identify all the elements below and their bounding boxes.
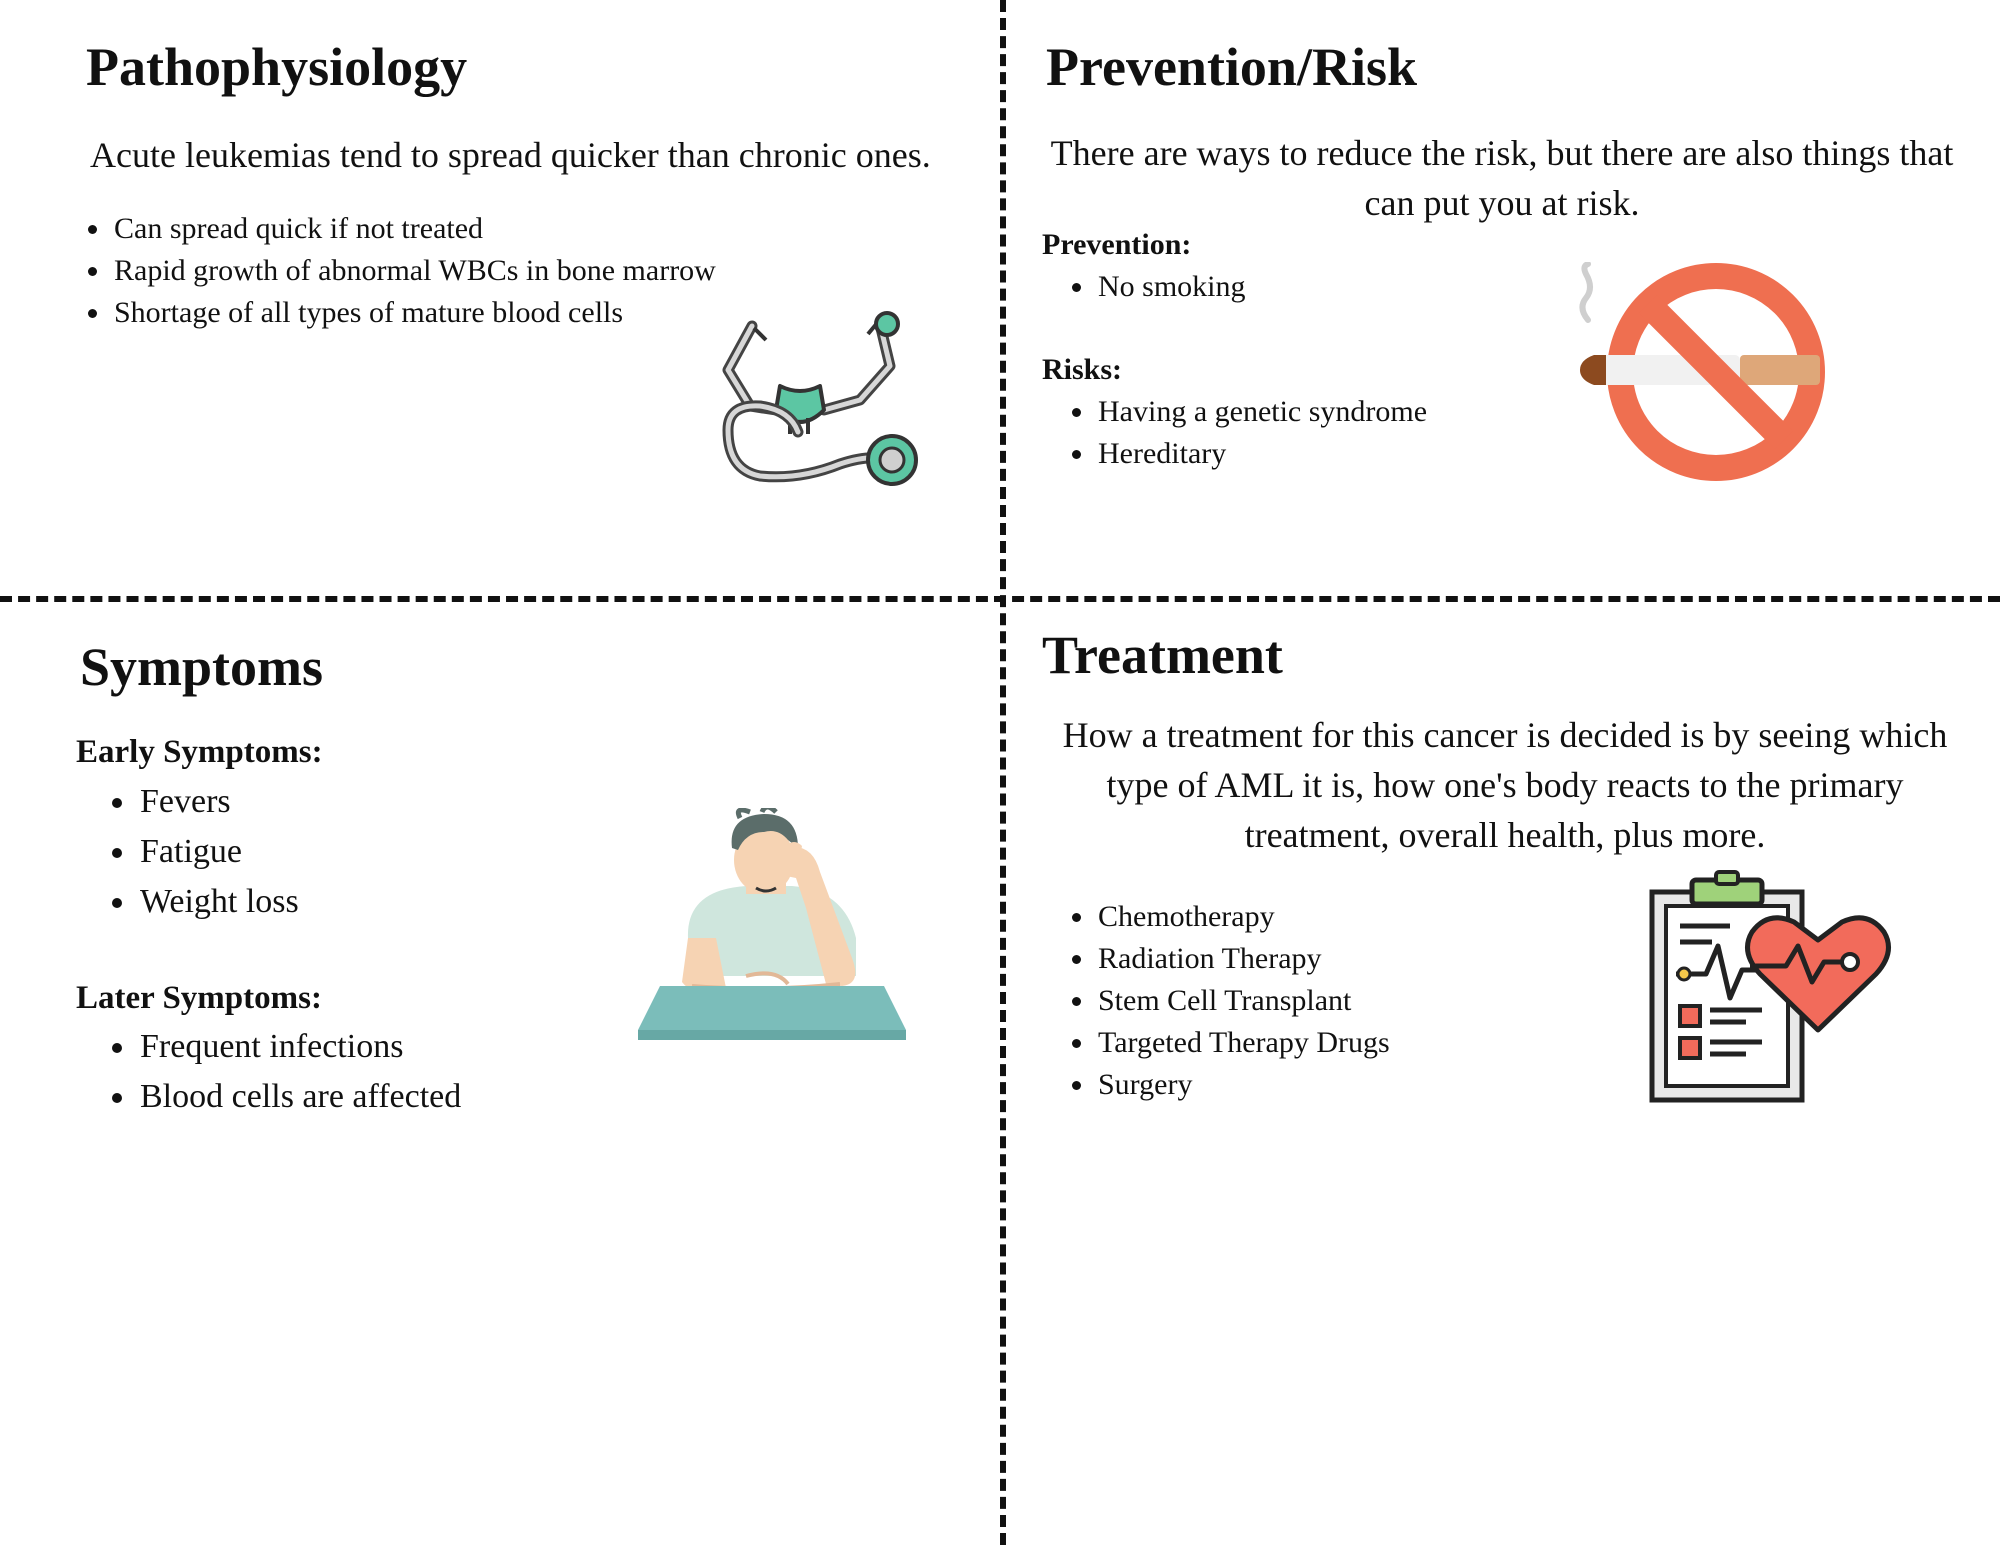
medical-clipboard-heart-icon (1649, 870, 1891, 1103)
prevention-label: Prevention: (1042, 228, 1192, 261)
list-item: Frequent infections (138, 1022, 638, 1072)
later-symptoms-list: Frequent infections Blood cells are affe… (76, 1022, 638, 1122)
prevention-title: Prevention/Risk (1046, 37, 1418, 97)
tired-person-icon (638, 808, 906, 1040)
pathophysiology-panel: Pathophysiology Acute leukemias tend to … (0, 0, 1000, 596)
treatment-intro: How a treatment for this cancer is decid… (1062, 715, 1948, 855)
pathophysiology-intro: Acute leukemias tend to spread quicker t… (90, 135, 931, 175)
list-item: Radiation Therapy (1096, 938, 1596, 980)
stethoscope-icon (722, 311, 918, 486)
horizontal-divider (0, 596, 2000, 602)
list-item: Fatigue (138, 827, 538, 877)
list-item: Stem Cell Transplant (1096, 980, 1596, 1022)
symptoms-panel: Symptoms Early Symptoms: Fevers Fatigue … (0, 602, 1000, 1545)
no-smoking-icon (1579, 262, 1825, 481)
prevention-list: No smoking (1062, 266, 1596, 308)
list-item: Surgery (1096, 1064, 1596, 1106)
list-item: Fevers (138, 777, 538, 827)
vertical-divider (1000, 0, 1006, 1545)
list-item: No smoking (1096, 266, 1596, 308)
list-item: Weight loss (138, 877, 538, 927)
symptoms-title: Symptoms (80, 637, 324, 697)
risks-label: Risks: (1042, 353, 1123, 386)
list-item: Hereditary (1096, 433, 1596, 475)
early-symptoms-label: Early Symptoms: (76, 734, 323, 770)
risks-list: Having a genetic syndrome Hereditary (1062, 391, 1596, 475)
list-item: Blood cells are affected (138, 1072, 638, 1122)
pathophysiology-list: Can spread quick if not treated Rapid gr… (78, 208, 872, 334)
list-item: Chemotherapy (1096, 896, 1596, 938)
treatment-panel: Treatment How a treatment for this cance… (1006, 602, 2000, 1545)
pathophysiology-title: Pathophysiology (86, 37, 468, 97)
list-item: Shortage of all types of mature blood ce… (112, 292, 872, 334)
prevention-panel: Prevention/Risk There are ways to reduce… (1006, 0, 2000, 596)
list-item: Can spread quick if not treated (112, 208, 872, 250)
later-symptoms-label: Later Symptoms: (76, 980, 322, 1016)
list-item: Having a genetic syndrome (1096, 391, 1596, 433)
early-symptoms-list: Fevers Fatigue Weight loss (76, 777, 538, 927)
treatment-list: Chemotherapy Radiation Therapy Stem Cell… (1062, 896, 1596, 1106)
treatment-title: Treatment (1042, 625, 1283, 685)
list-item: Rapid growth of abnormal WBCs in bone ma… (112, 250, 872, 292)
list-item: Targeted Therapy Drugs (1096, 1022, 1596, 1064)
prevention-intro: There are ways to reduce the risk, but t… (1050, 133, 1954, 223)
